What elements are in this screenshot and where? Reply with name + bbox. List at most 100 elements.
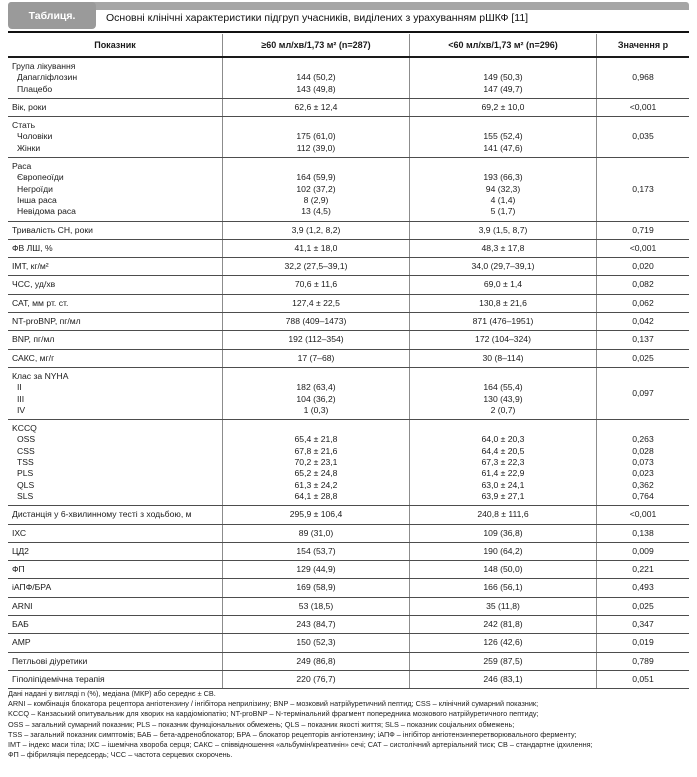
value-cell-lt60: 109 (36,8) [410, 524, 597, 542]
value-cell-lt60: 148 (50,0) [410, 561, 597, 579]
cell-line: 249 (86,8) [296, 655, 336, 666]
cell-line: 0,051 [632, 673, 654, 684]
cell-line: 0,009 [632, 545, 654, 556]
table-row: САКС, мг/г 17 (7–68) 30 (8–114) 0,025 [8, 349, 689, 368]
value-cell-ge60: 127,4 ± 22,5 [223, 294, 410, 313]
cell-line: 109 (36,8) [483, 527, 523, 538]
value-cell-lt60: 155 (52,4) 141 (47,6) [410, 117, 597, 158]
cell-line: 154 (53,7) [296, 545, 336, 556]
cell-line: SLS [17, 490, 34, 501]
cell-line: 41,1 ± 18,0 [294, 242, 338, 253]
cell-line: 0,138 [632, 527, 654, 538]
cell-line: ЧСС, уд/хв [12, 279, 56, 290]
indicator-cell: Гіполіпідемічна терапія [8, 670, 223, 689]
value-cell-lt60: 3,9 (1,5, 8,7) [410, 221, 597, 239]
column-header-lt60: <60 мл/хв/1,73 м² (n=296) [410, 34, 597, 56]
value-cell-lt60: 69,0 ± 1,4 [410, 276, 597, 294]
cell-line: 3,9 (1,2, 8,2) [291, 224, 341, 235]
indicator-cell: іАПФ/БРА [8, 579, 223, 597]
cell-line [315, 371, 317, 382]
cell-line: 0,019 [632, 637, 654, 648]
value-cell-ge60: 89 (31,0) [223, 524, 410, 542]
cell-line: 0,023 [632, 468, 654, 479]
cell-line: Негроїди [17, 183, 53, 194]
table-row: ФВ ЛШ, % 41,1 ± 18,0 48,3 ± 17,8 <0,001 [8, 239, 689, 259]
cell-line: 13 (4,5) [301, 206, 331, 217]
value-cell-lt60: 242 (81,8) [410, 615, 597, 634]
cell-line [502, 371, 504, 382]
cell-line: 70,2 ± 23,1 [294, 457, 338, 468]
cell-line: Європеоїди [17, 172, 64, 183]
indicator-cell: KCCQ OSS CSS TSS PLS QLS SLS [8, 420, 223, 506]
footnote-line: KCCQ – Канзаський опитувальник для хвори… [8, 709, 539, 719]
header-bar [8, 2, 689, 10]
cell-line: 48,3 ± 17,8 [481, 242, 525, 253]
cell-line: Стать [12, 120, 36, 131]
value-cell-lt60: 149 (50,3) 147 (49,7) [410, 58, 597, 98]
cell-line: 63,0 ± 24,1 [481, 479, 525, 490]
cell-line: БАБ [12, 618, 29, 629]
table-row: Петльові діуретики 249 (86,8) 259 (87,5) 0,… [8, 652, 689, 671]
value-cell-lt60: 30 (8–114) [410, 349, 597, 367]
cell-line: 190 (64,2) [483, 545, 523, 556]
cell-line: 34,0 (29,7–39,1) [471, 261, 535, 272]
table-row: NT-proBNP, пг/мл 788 (409–1473) 871 (476–1… [8, 313, 689, 332]
value-cell-lt60: 259 (87,5) [410, 652, 597, 670]
cell-line: ФВ ЛШ, % [12, 242, 53, 253]
table-row: Гіполіпідемічна терапія 220 (76,7) 246 (83… [8, 670, 689, 690]
value-cell-lt60: 190 (64,2) [410, 542, 597, 561]
value-cell-lt60: 69,2 ± 10,0 [410, 98, 597, 117]
value-cell-lt60: 164 (55,4) 130 (43,9) 2 (0,7) [410, 367, 597, 420]
cell-line: 295,9 ± 106,4 [289, 509, 343, 520]
cell-line: 0,035 [632, 131, 654, 142]
cell-line: TSS [17, 457, 34, 468]
cell-line: 259 (87,5) [483, 655, 523, 666]
cell-line: 243 (84,7) [296, 618, 336, 629]
cell-line: 0,719 [632, 224, 654, 235]
cell-line: 64,4 ± 20,5 [481, 445, 525, 456]
table-row: Тривалість СН, роки 3,9 (1,2, 8,2) 3,9 (1,… [8, 221, 689, 240]
value-cell-ge60: 150 (52,3) [223, 634, 410, 652]
cell-line: 0,764 [632, 490, 654, 501]
value-cell-ge60: 243 (84,7) [223, 615, 410, 634]
cell-line [315, 161, 317, 172]
cell-line: 0,173 [632, 183, 654, 194]
cell-line: Чоловіки [17, 131, 53, 142]
table-row: ІХС 89 (31,0) 109 (36,8) 0,138 [8, 524, 689, 543]
cell-line: 141 (47,6) [483, 142, 523, 153]
cell-line: Вік, роки [12, 101, 47, 112]
cell-line: 148 (50,0) [483, 564, 523, 575]
cell-line: IV [17, 404, 26, 415]
indicator-cell: САКС, мг/г [8, 349, 223, 367]
cell-line: II [17, 382, 22, 393]
value-cell-ge60: 62,6 ± 12,4 [223, 98, 410, 117]
cell-line: 102 (37,2) [296, 183, 336, 194]
table-row: ФП 129 (44,9) 148 (50,0) 0,221 [8, 561, 689, 580]
cell-line: Дапагліфлозин [17, 72, 78, 83]
cell-line: 0,097 [632, 387, 654, 398]
cell-line: ФП [12, 564, 25, 575]
cell-line: Інша раса [17, 194, 57, 205]
p-value-cell: <0,001 [597, 506, 689, 523]
cell-line: 4 (1,4) [490, 194, 516, 205]
cell-line: 0,968 [632, 72, 654, 83]
cell-line: 70,6 ± 11,6 [294, 279, 338, 290]
value-cell-ge60: 249 (86,8) [223, 652, 410, 670]
cell-line: 112 (39,0) [296, 142, 336, 153]
table-row: Група лікування Дапагліфлозин Плацебо 144 … [8, 58, 689, 99]
cell-line: 61,4 ± 22,9 [481, 468, 525, 479]
p-value-cell: 0,009 [597, 543, 689, 560]
p-value-cell: 0,221 [597, 561, 689, 578]
footnote-line: TSS – загальний показник симптомів; БАБ … [8, 729, 577, 739]
cell-line: 89 (31,0) [298, 527, 334, 538]
cell-line: 53 (18,5) [298, 600, 334, 611]
cell-line: 126 (42,6) [483, 637, 523, 648]
table-title: Основні клінічні характеристики підгруп … [106, 12, 529, 24]
cell-line: 127,4 ± 22,5 [292, 297, 340, 308]
cell-line: 192 (112–354) [288, 334, 344, 345]
cell-line: 0,073 [632, 457, 654, 468]
value-cell-lt60: 64,0 ± 20,3 64,4 ± 20,5 67,3 ± 22,3 61,4 ± … [410, 420, 597, 506]
cell-line: 164 (59,9) [296, 172, 336, 183]
cell-line: САКС, мг/г [12, 352, 55, 363]
